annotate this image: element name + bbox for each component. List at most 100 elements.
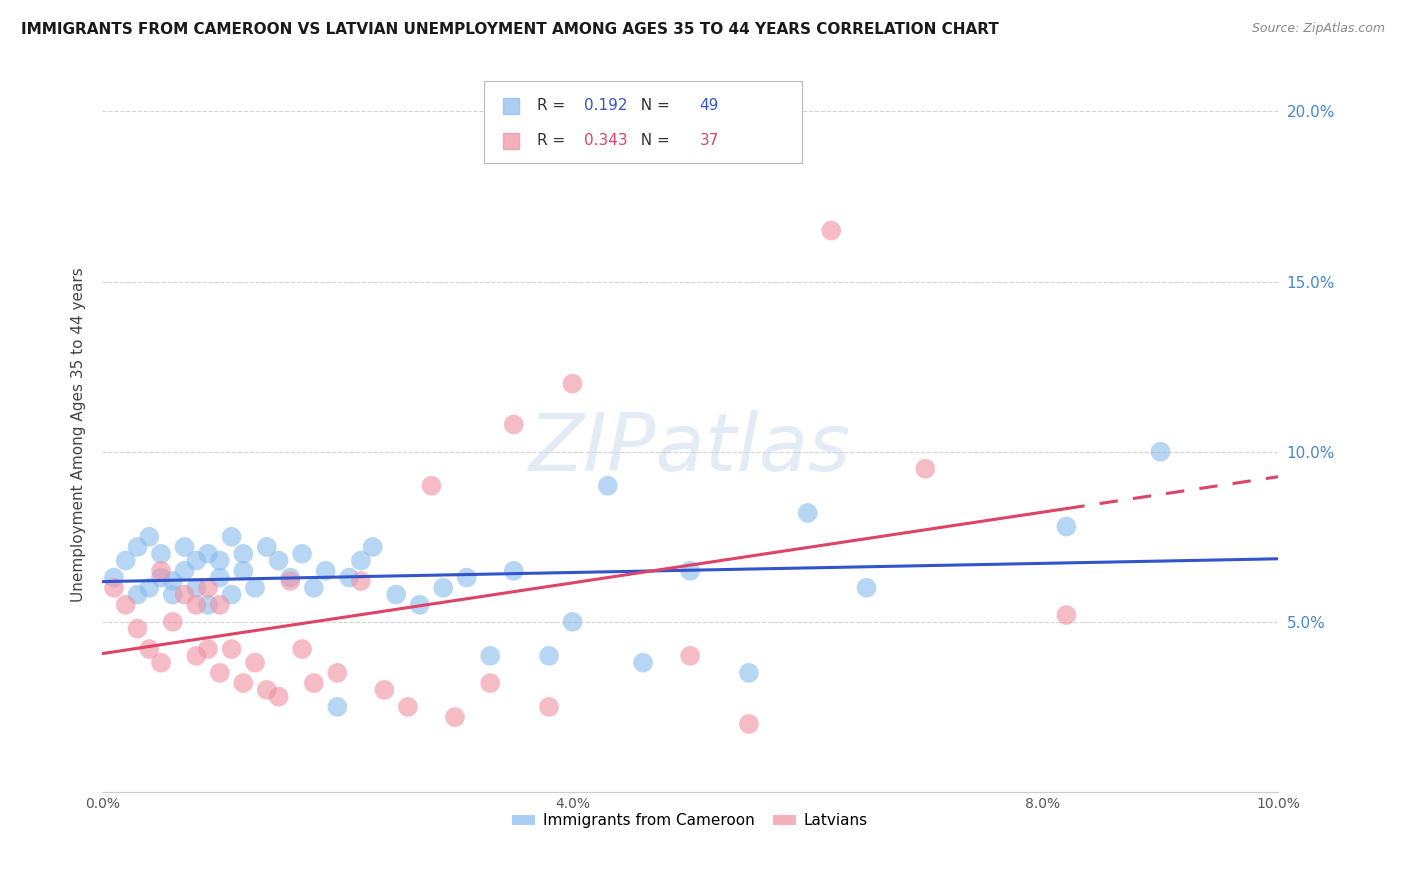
Point bbox=[444, 710, 467, 724]
Point bbox=[502, 564, 524, 578]
Point bbox=[221, 642, 243, 657]
Point bbox=[350, 553, 373, 567]
Text: 37: 37 bbox=[700, 133, 718, 148]
Point bbox=[1054, 607, 1077, 622]
Point bbox=[561, 376, 583, 391]
Point bbox=[232, 547, 254, 561]
Point bbox=[138, 530, 160, 544]
Point bbox=[280, 571, 302, 585]
Point bbox=[114, 598, 136, 612]
Point bbox=[127, 588, 149, 602]
Text: R =: R = bbox=[537, 133, 571, 148]
Point bbox=[256, 682, 278, 697]
Point bbox=[738, 717, 761, 731]
Point bbox=[162, 574, 184, 588]
Point bbox=[150, 564, 173, 578]
Point bbox=[280, 574, 302, 588]
Point bbox=[315, 564, 337, 578]
Point bbox=[208, 571, 231, 585]
Point bbox=[173, 588, 195, 602]
Point bbox=[361, 540, 384, 554]
Point bbox=[162, 615, 184, 629]
Point bbox=[186, 598, 208, 612]
Point bbox=[337, 571, 360, 585]
Text: 0.343: 0.343 bbox=[585, 133, 628, 148]
Point bbox=[350, 574, 373, 588]
Point bbox=[138, 581, 160, 595]
Point bbox=[173, 540, 195, 554]
Point bbox=[243, 656, 266, 670]
Point bbox=[914, 461, 936, 475]
Point bbox=[138, 642, 160, 657]
Point bbox=[267, 553, 290, 567]
Point bbox=[385, 588, 408, 602]
Point bbox=[679, 564, 702, 578]
Text: N =: N = bbox=[631, 98, 675, 113]
Point bbox=[396, 699, 419, 714]
Point bbox=[291, 547, 314, 561]
FancyBboxPatch shape bbox=[484, 81, 801, 163]
Point bbox=[267, 690, 290, 704]
Text: Source: ZipAtlas.com: Source: ZipAtlas.com bbox=[1251, 22, 1385, 36]
Point bbox=[326, 665, 349, 680]
Point bbox=[150, 656, 173, 670]
Point bbox=[326, 699, 349, 714]
Point bbox=[232, 676, 254, 690]
Point bbox=[232, 564, 254, 578]
Point bbox=[127, 540, 149, 554]
Text: N =: N = bbox=[631, 133, 675, 148]
Point bbox=[173, 564, 195, 578]
Legend: Immigrants from Cameroon, Latvians: Immigrants from Cameroon, Latvians bbox=[506, 807, 875, 834]
Point bbox=[208, 553, 231, 567]
Point bbox=[197, 642, 219, 657]
Text: ZIPatlas: ZIPatlas bbox=[529, 410, 851, 488]
Point bbox=[408, 598, 430, 612]
Point bbox=[596, 479, 619, 493]
Point bbox=[208, 665, 231, 680]
Point bbox=[197, 581, 219, 595]
Point bbox=[256, 540, 278, 554]
Point bbox=[537, 699, 560, 714]
Point bbox=[373, 682, 395, 697]
Point bbox=[291, 642, 314, 657]
Point bbox=[197, 598, 219, 612]
Point bbox=[456, 571, 478, 585]
Point bbox=[103, 581, 125, 595]
Point bbox=[502, 417, 524, 432]
Point bbox=[420, 479, 443, 493]
Point bbox=[1054, 519, 1077, 533]
Point bbox=[162, 588, 184, 602]
Point bbox=[302, 676, 325, 690]
Point bbox=[631, 656, 654, 670]
Point bbox=[150, 571, 173, 585]
Point bbox=[302, 581, 325, 595]
Point bbox=[197, 547, 219, 561]
Text: IMMIGRANTS FROM CAMEROON VS LATVIAN UNEMPLOYMENT AMONG AGES 35 TO 44 YEARS CORRE: IMMIGRANTS FROM CAMEROON VS LATVIAN UNEM… bbox=[21, 22, 1000, 37]
Point bbox=[208, 598, 231, 612]
Point bbox=[243, 581, 266, 595]
Point bbox=[855, 581, 877, 595]
Point bbox=[1149, 444, 1171, 458]
Text: 0.192: 0.192 bbox=[585, 98, 628, 113]
Point bbox=[186, 553, 208, 567]
Point bbox=[221, 588, 243, 602]
Point bbox=[796, 506, 818, 520]
Point bbox=[820, 223, 842, 237]
Text: R =: R = bbox=[537, 98, 571, 113]
Point bbox=[150, 547, 173, 561]
Point bbox=[738, 665, 761, 680]
Point bbox=[186, 648, 208, 663]
Point bbox=[114, 553, 136, 567]
Point bbox=[432, 581, 454, 595]
Point bbox=[479, 676, 502, 690]
Point bbox=[679, 648, 702, 663]
Point bbox=[561, 615, 583, 629]
Point bbox=[103, 571, 125, 585]
Point bbox=[221, 530, 243, 544]
Y-axis label: Unemployment Among Ages 35 to 44 years: Unemployment Among Ages 35 to 44 years bbox=[72, 268, 86, 602]
Point bbox=[186, 581, 208, 595]
Point bbox=[127, 622, 149, 636]
Point bbox=[537, 648, 560, 663]
Text: 49: 49 bbox=[700, 98, 718, 113]
Point bbox=[479, 648, 502, 663]
